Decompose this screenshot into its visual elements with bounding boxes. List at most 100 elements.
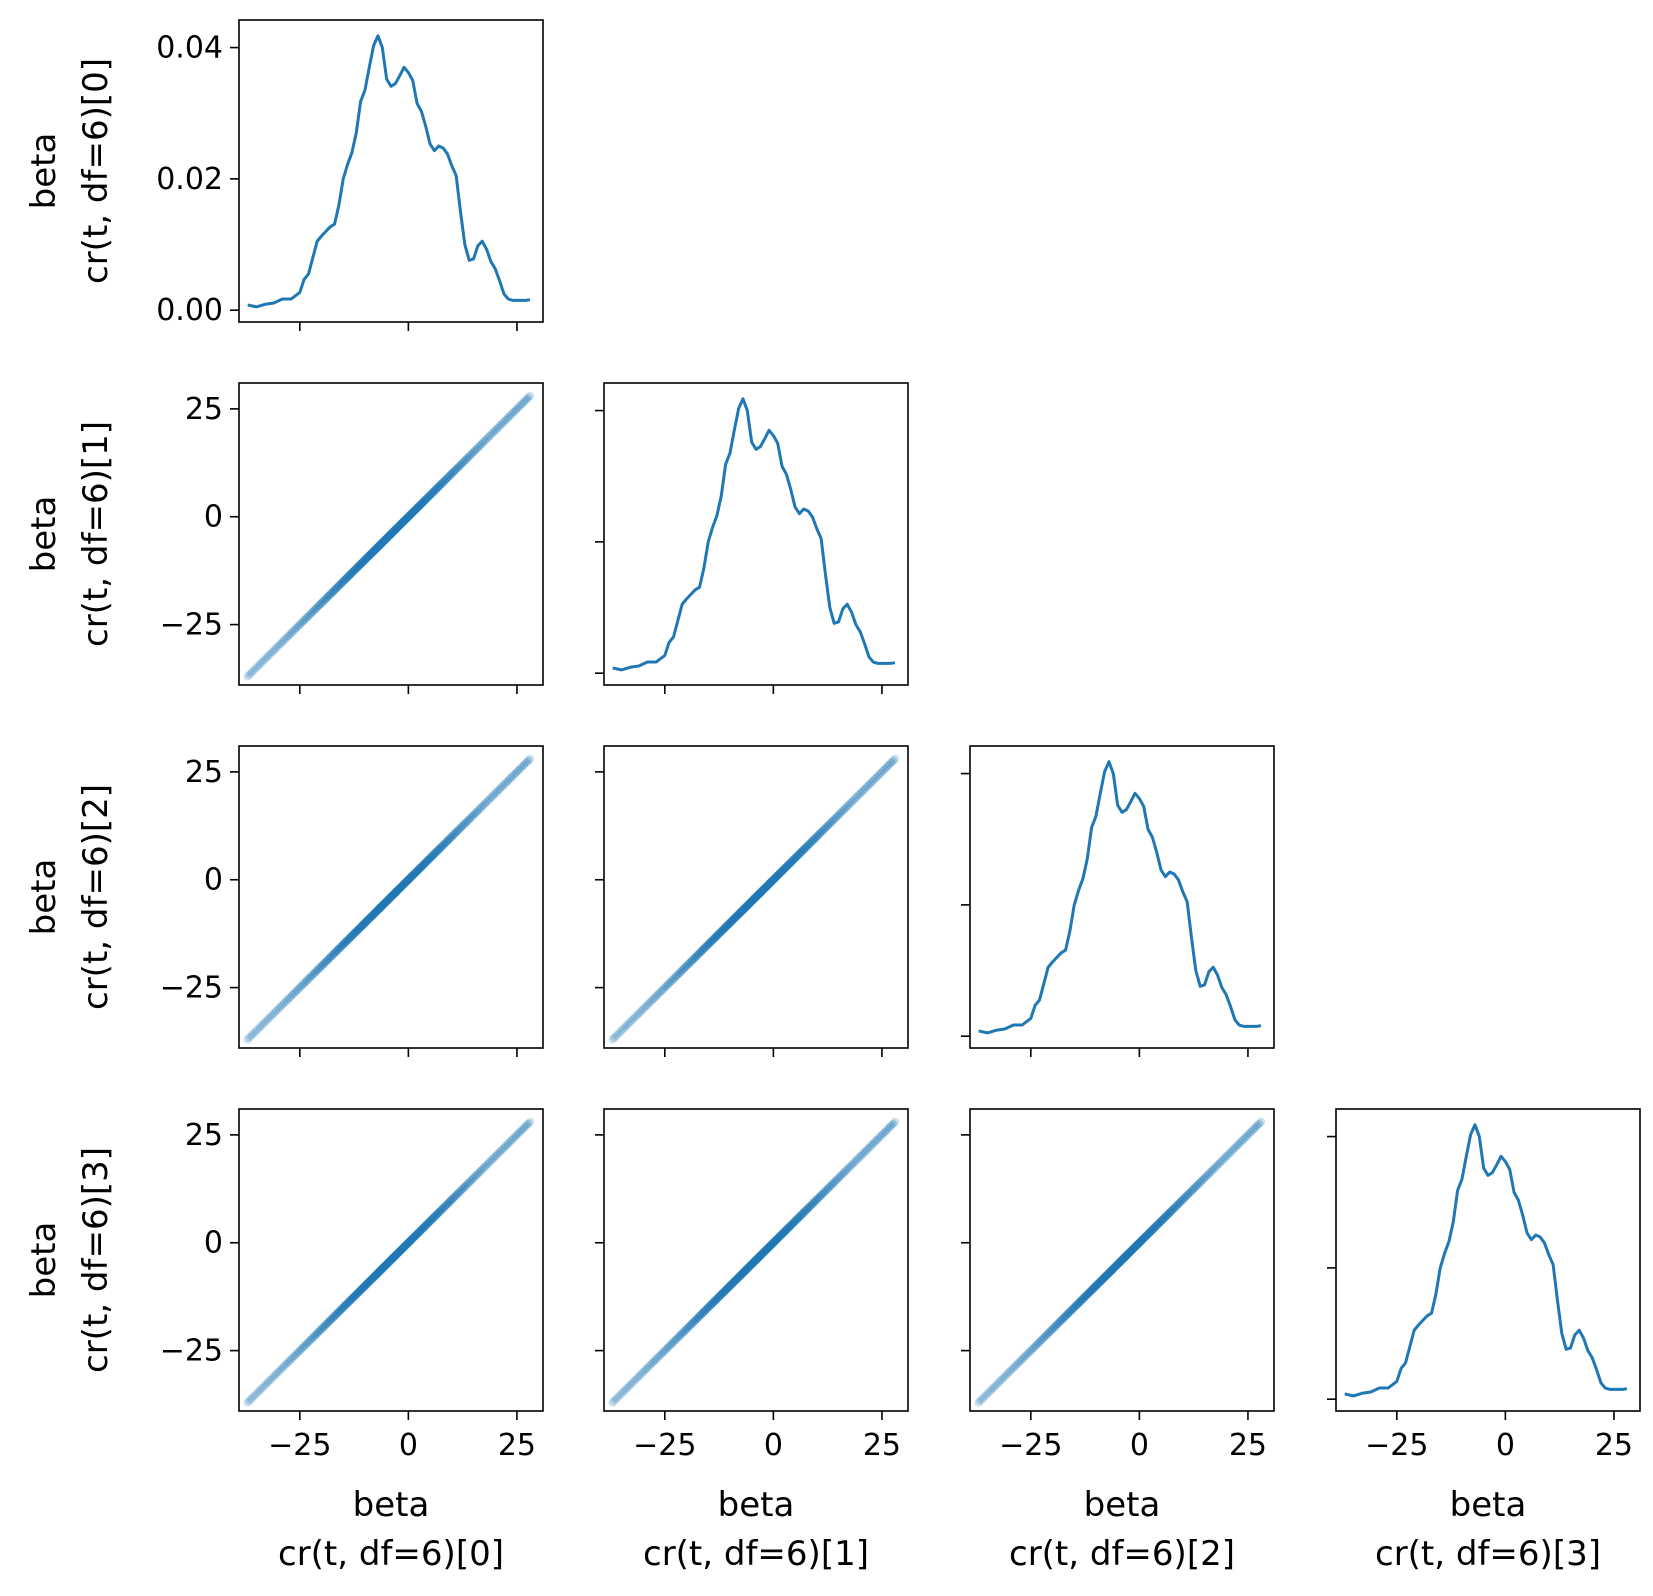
scatter-point bbox=[475, 805, 484, 814]
scatter-point bbox=[649, 994, 658, 1004]
scatter-point bbox=[253, 1388, 263, 1397]
scatter-point bbox=[487, 430, 496, 439]
scatter-point bbox=[505, 774, 514, 784]
x-tick-label: 25 bbox=[1229, 1428, 1267, 1463]
scatter-point bbox=[517, 762, 527, 772]
density-line-2 bbox=[978, 760, 1262, 1035]
scatter-point bbox=[493, 1150, 502, 1159]
scatter-point bbox=[485, 795, 494, 804]
scatter-point bbox=[523, 393, 533, 403]
scatter-point bbox=[304, 611, 313, 621]
scatter-point bbox=[665, 978, 674, 988]
density-line-0 bbox=[247, 34, 531, 309]
scatter-point bbox=[263, 1015, 273, 1024]
scatter-point bbox=[251, 1390, 261, 1399]
scatter-point bbox=[477, 1166, 486, 1175]
scatter-point bbox=[864, 780, 873, 790]
scatter-point bbox=[835, 1172, 845, 1181]
scatter-point bbox=[880, 764, 890, 774]
scatter-point bbox=[517, 1125, 527, 1135]
scatter-point bbox=[620, 1023, 630, 1032]
scatter-point bbox=[645, 998, 654, 1008]
scatter-point bbox=[300, 1341, 309, 1351]
scatter-point bbox=[628, 1015, 638, 1024]
scatter-point bbox=[489, 791, 498, 800]
y-tick-label: −25 bbox=[160, 1334, 223, 1369]
scatter-point bbox=[628, 1378, 638, 1387]
scatter-point bbox=[521, 1121, 531, 1131]
scatter-point bbox=[452, 464, 462, 473]
scatter-point bbox=[253, 662, 263, 671]
x-axis-label-0: beta cr(t, df=6)[0] bbox=[278, 1485, 504, 1574]
scatter-point bbox=[458, 458, 468, 467]
scatter-point bbox=[290, 625, 299, 635]
x-axis-subtitle: cr(t, df=6)[2] bbox=[1009, 1534, 1235, 1574]
scatter-point bbox=[495, 422, 504, 431]
scatter-point bbox=[286, 1355, 295, 1365]
scatter-point bbox=[257, 658, 267, 667]
scatter-point bbox=[255, 1386, 265, 1395]
scatter-point bbox=[1002, 1369, 1012, 1379]
scatter-point bbox=[854, 791, 863, 800]
scatter-point bbox=[886, 758, 896, 768]
y-tick-label: 25 bbox=[185, 392, 223, 427]
scatter-point bbox=[1254, 1119, 1264, 1129]
scatter-point bbox=[888, 1119, 898, 1129]
scatter-point bbox=[316, 599, 325, 608]
scatter-point bbox=[661, 982, 670, 992]
scatter-point bbox=[614, 1392, 623, 1401]
scatter-point bbox=[310, 1331, 319, 1340]
scatter-point bbox=[456, 823, 466, 832]
scatter-point bbox=[521, 395, 531, 405]
scatter-point bbox=[608, 1398, 617, 1407]
scatter-point bbox=[618, 1025, 628, 1034]
scatter-point bbox=[1197, 1176, 1207, 1185]
x-axis-label-3: beta cr(t, df=6)[3] bbox=[1375, 1485, 1601, 1574]
x-tick-label: 0 bbox=[1496, 1428, 1515, 1463]
scatter-point bbox=[1025, 1347, 1034, 1357]
scatter-point bbox=[886, 1121, 896, 1131]
scatter-point bbox=[1015, 1357, 1024, 1367]
scatter-point bbox=[468, 1174, 478, 1183]
scatter-point bbox=[827, 1180, 837, 1189]
scatter-point bbox=[831, 813, 841, 822]
scatter-point bbox=[243, 672, 252, 681]
scatter-point bbox=[1199, 1174, 1209, 1183]
scatter-point bbox=[253, 1025, 263, 1034]
scatter-point bbox=[1244, 1129, 1253, 1139]
scatter-point bbox=[1240, 1133, 1249, 1143]
scatter-point bbox=[679, 964, 688, 973]
scatter-point bbox=[255, 660, 265, 669]
scatter-point bbox=[491, 426, 500, 435]
scatter-point bbox=[464, 815, 474, 824]
scatter-point bbox=[860, 1148, 869, 1157]
scatter-point bbox=[1037, 1335, 1046, 1345]
scatter-point bbox=[831, 1176, 841, 1185]
scatter-point bbox=[312, 1329, 321, 1338]
x-tick-label: −25 bbox=[999, 1428, 1062, 1463]
scatter-point bbox=[286, 629, 295, 639]
scatter-point bbox=[1189, 1184, 1199, 1193]
scatter-point bbox=[470, 446, 480, 455]
scatter-point bbox=[259, 656, 269, 665]
y-tick-label: 0 bbox=[204, 1226, 223, 1261]
x-tick-label: 0 bbox=[1130, 1428, 1149, 1463]
scatter-point bbox=[296, 619, 305, 629]
scatter-point bbox=[314, 964, 323, 973]
scatter-point bbox=[624, 1382, 634, 1391]
scatter-point bbox=[519, 397, 529, 407]
scatter-point bbox=[819, 825, 829, 834]
scatter-point bbox=[1248, 1125, 1258, 1135]
scatter-point bbox=[267, 1373, 277, 1383]
scatter-point bbox=[665, 1341, 674, 1351]
scatter-point bbox=[304, 974, 313, 984]
scatter-point bbox=[302, 1339, 311, 1349]
scatter-point bbox=[452, 1190, 462, 1199]
scatter-point bbox=[1230, 1143, 1239, 1153]
scatter-point bbox=[846, 799, 855, 808]
y-tick-label: 0 bbox=[204, 500, 223, 535]
scatter-point bbox=[479, 801, 488, 810]
scatter-point bbox=[483, 797, 492, 806]
scatter-point bbox=[815, 829, 825, 838]
scatter-point bbox=[525, 391, 535, 401]
